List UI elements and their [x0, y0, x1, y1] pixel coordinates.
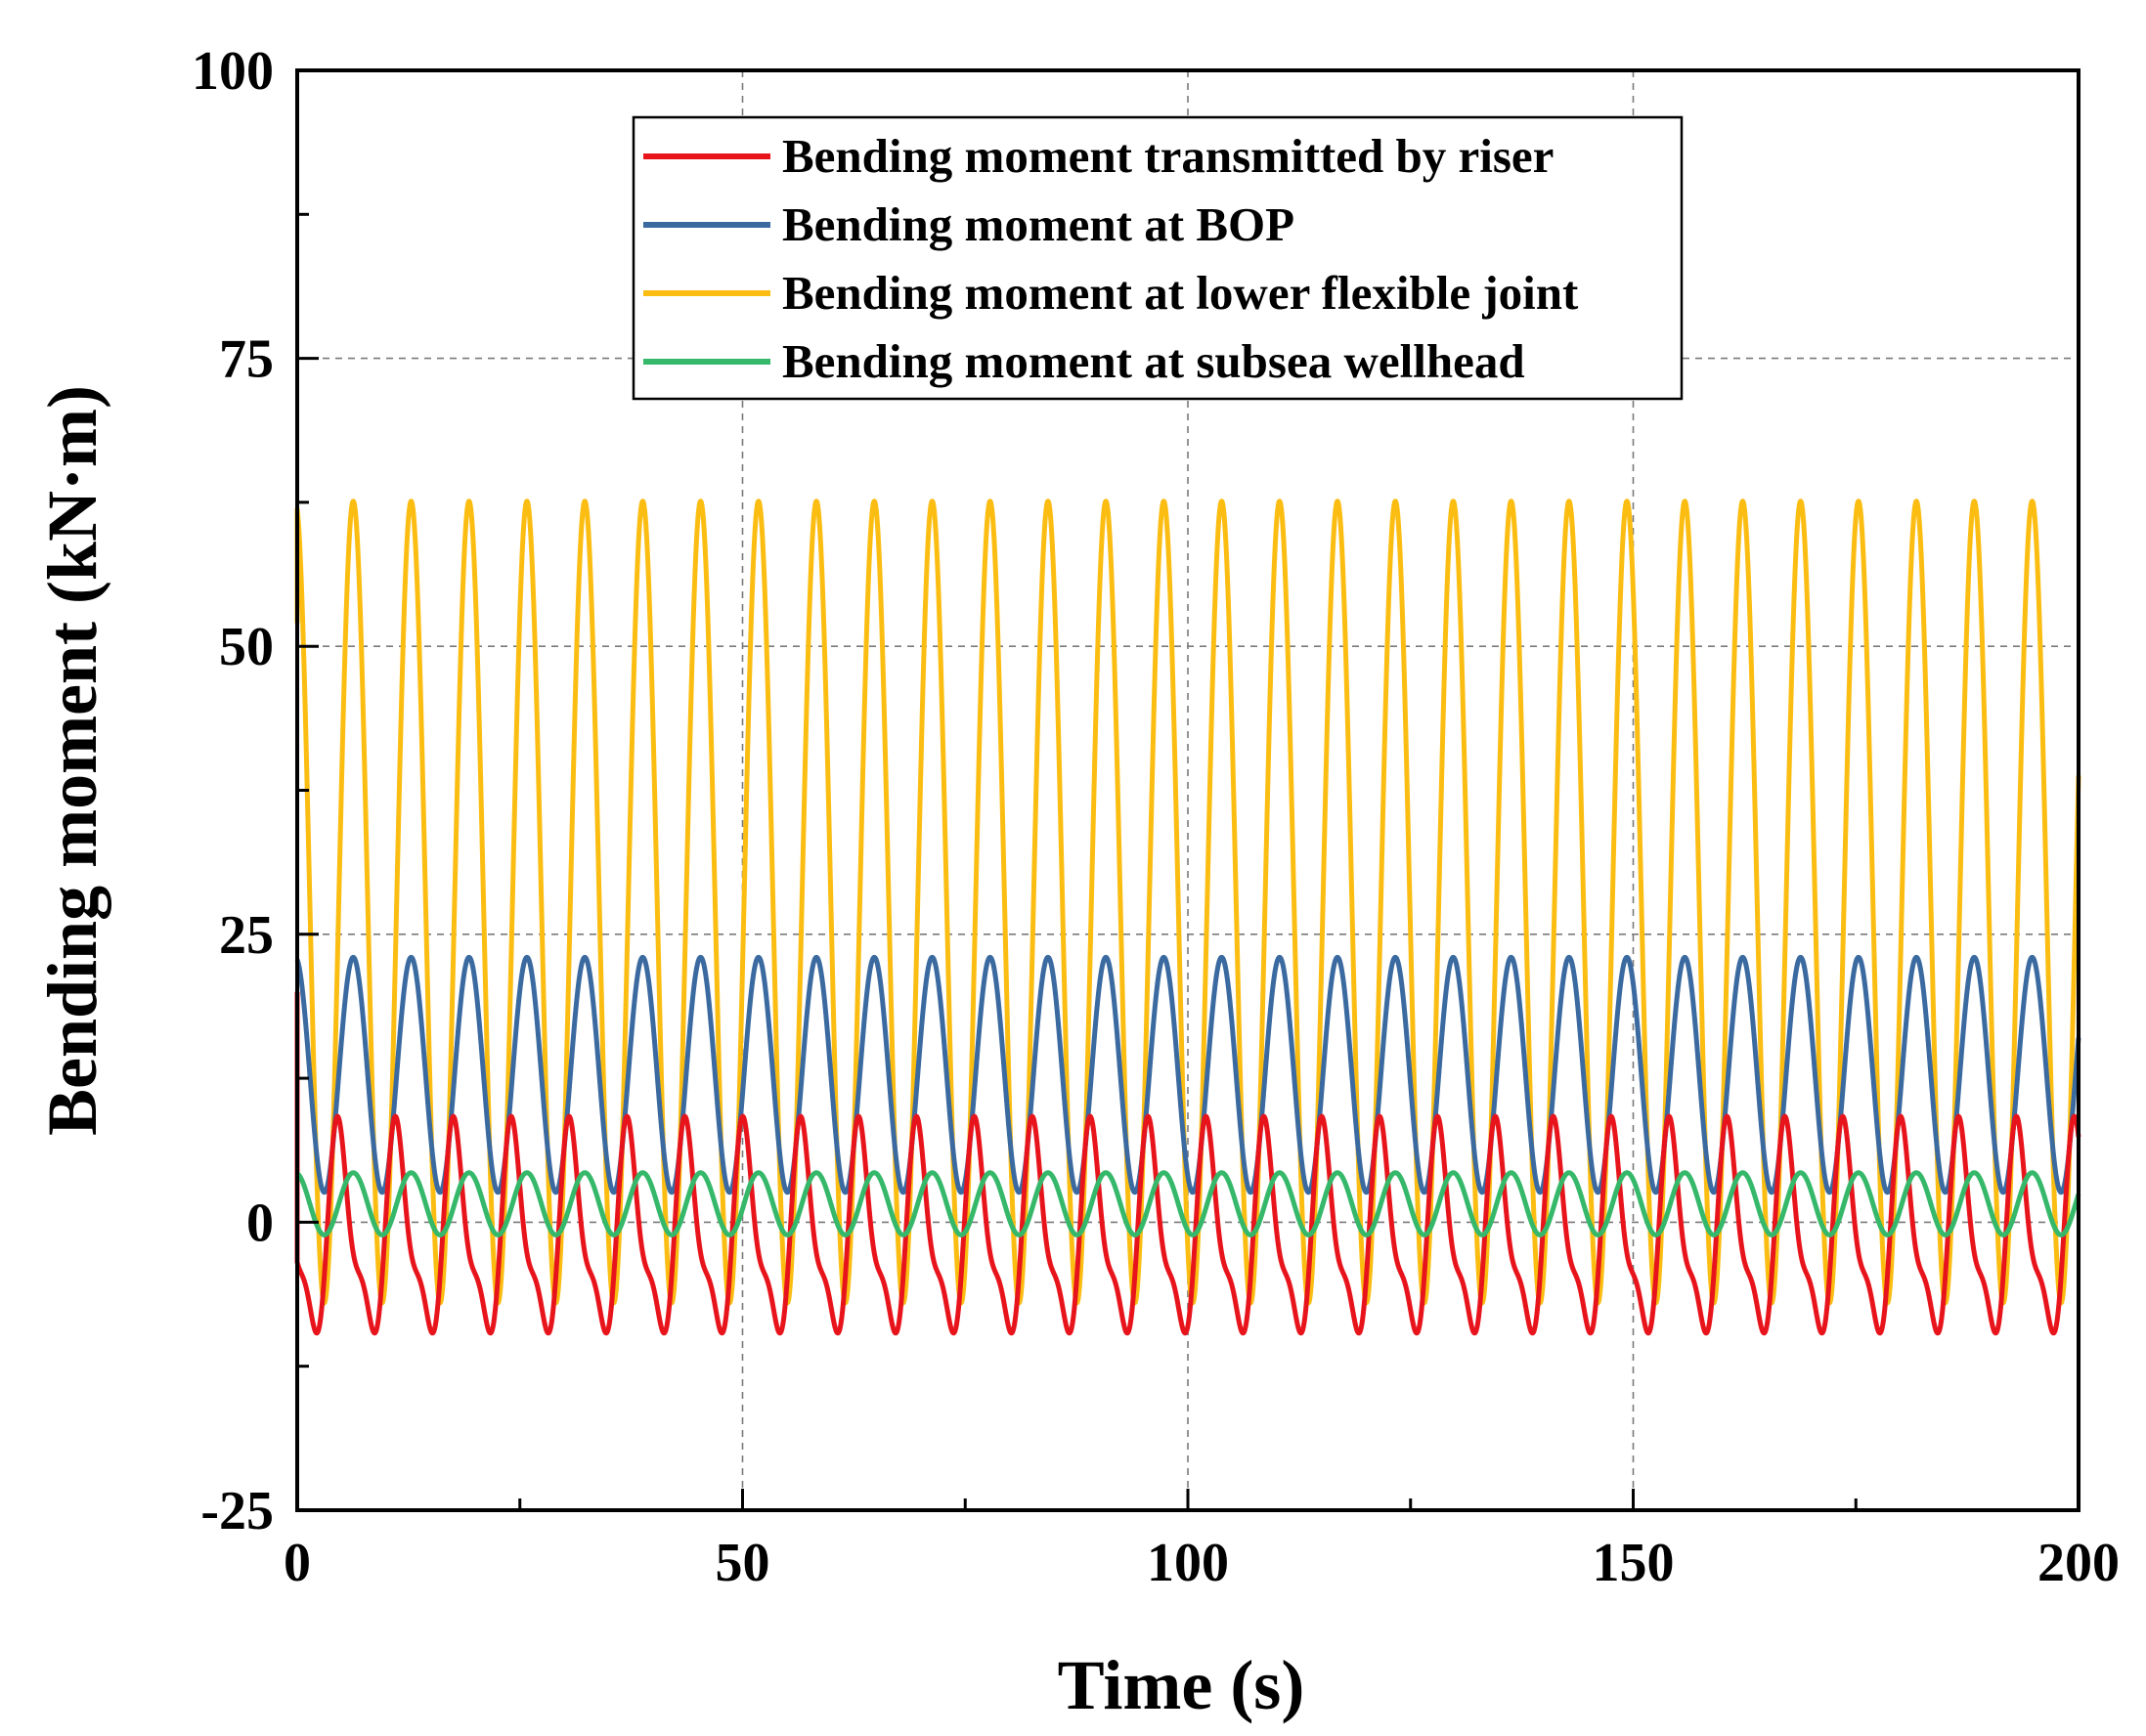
y-axis-title: Bending moment (kN·m): [33, 385, 111, 1136]
legend-box: [632, 115, 1684, 401]
series-line-0: [294, 991, 2081, 1336]
series-line-3: [294, 1170, 2081, 1237]
x-tick-label: 200: [2037, 1533, 2120, 1593]
legend-label: Bending moment at subsea wellhead: [782, 334, 1525, 388]
y-tick-label: 100: [192, 41, 274, 102]
legend-label: Bending moment at lower flexible joint: [782, 266, 1579, 320]
legend: Bending moment transmitted by riser Bendi…: [632, 115, 1684, 401]
series-lines: [294, 499, 2081, 1336]
y-tick-label: 25: [219, 905, 274, 966]
y-tick-label: 0: [246, 1193, 274, 1253]
series-line-2: [294, 499, 2081, 1306]
x-tick-label: 50: [716, 1533, 770, 1593]
y-tick-label: 50: [219, 617, 274, 677]
y-tick-label: 75: [219, 329, 274, 390]
x-tick-label: 150: [1593, 1533, 1675, 1593]
x-tick-label: 0: [284, 1533, 311, 1593]
x-axis-title: Time (s): [1058, 1646, 1305, 1724]
axis-ticks: [295, 68, 2080, 1512]
legend-label: Bending moment at BOP: [782, 197, 1294, 251]
y-tick-label: -25: [200, 1481, 274, 1541]
legend-label: Bending moment transmitted by riser: [782, 129, 1554, 183]
x-tick-label: 100: [1147, 1533, 1229, 1593]
